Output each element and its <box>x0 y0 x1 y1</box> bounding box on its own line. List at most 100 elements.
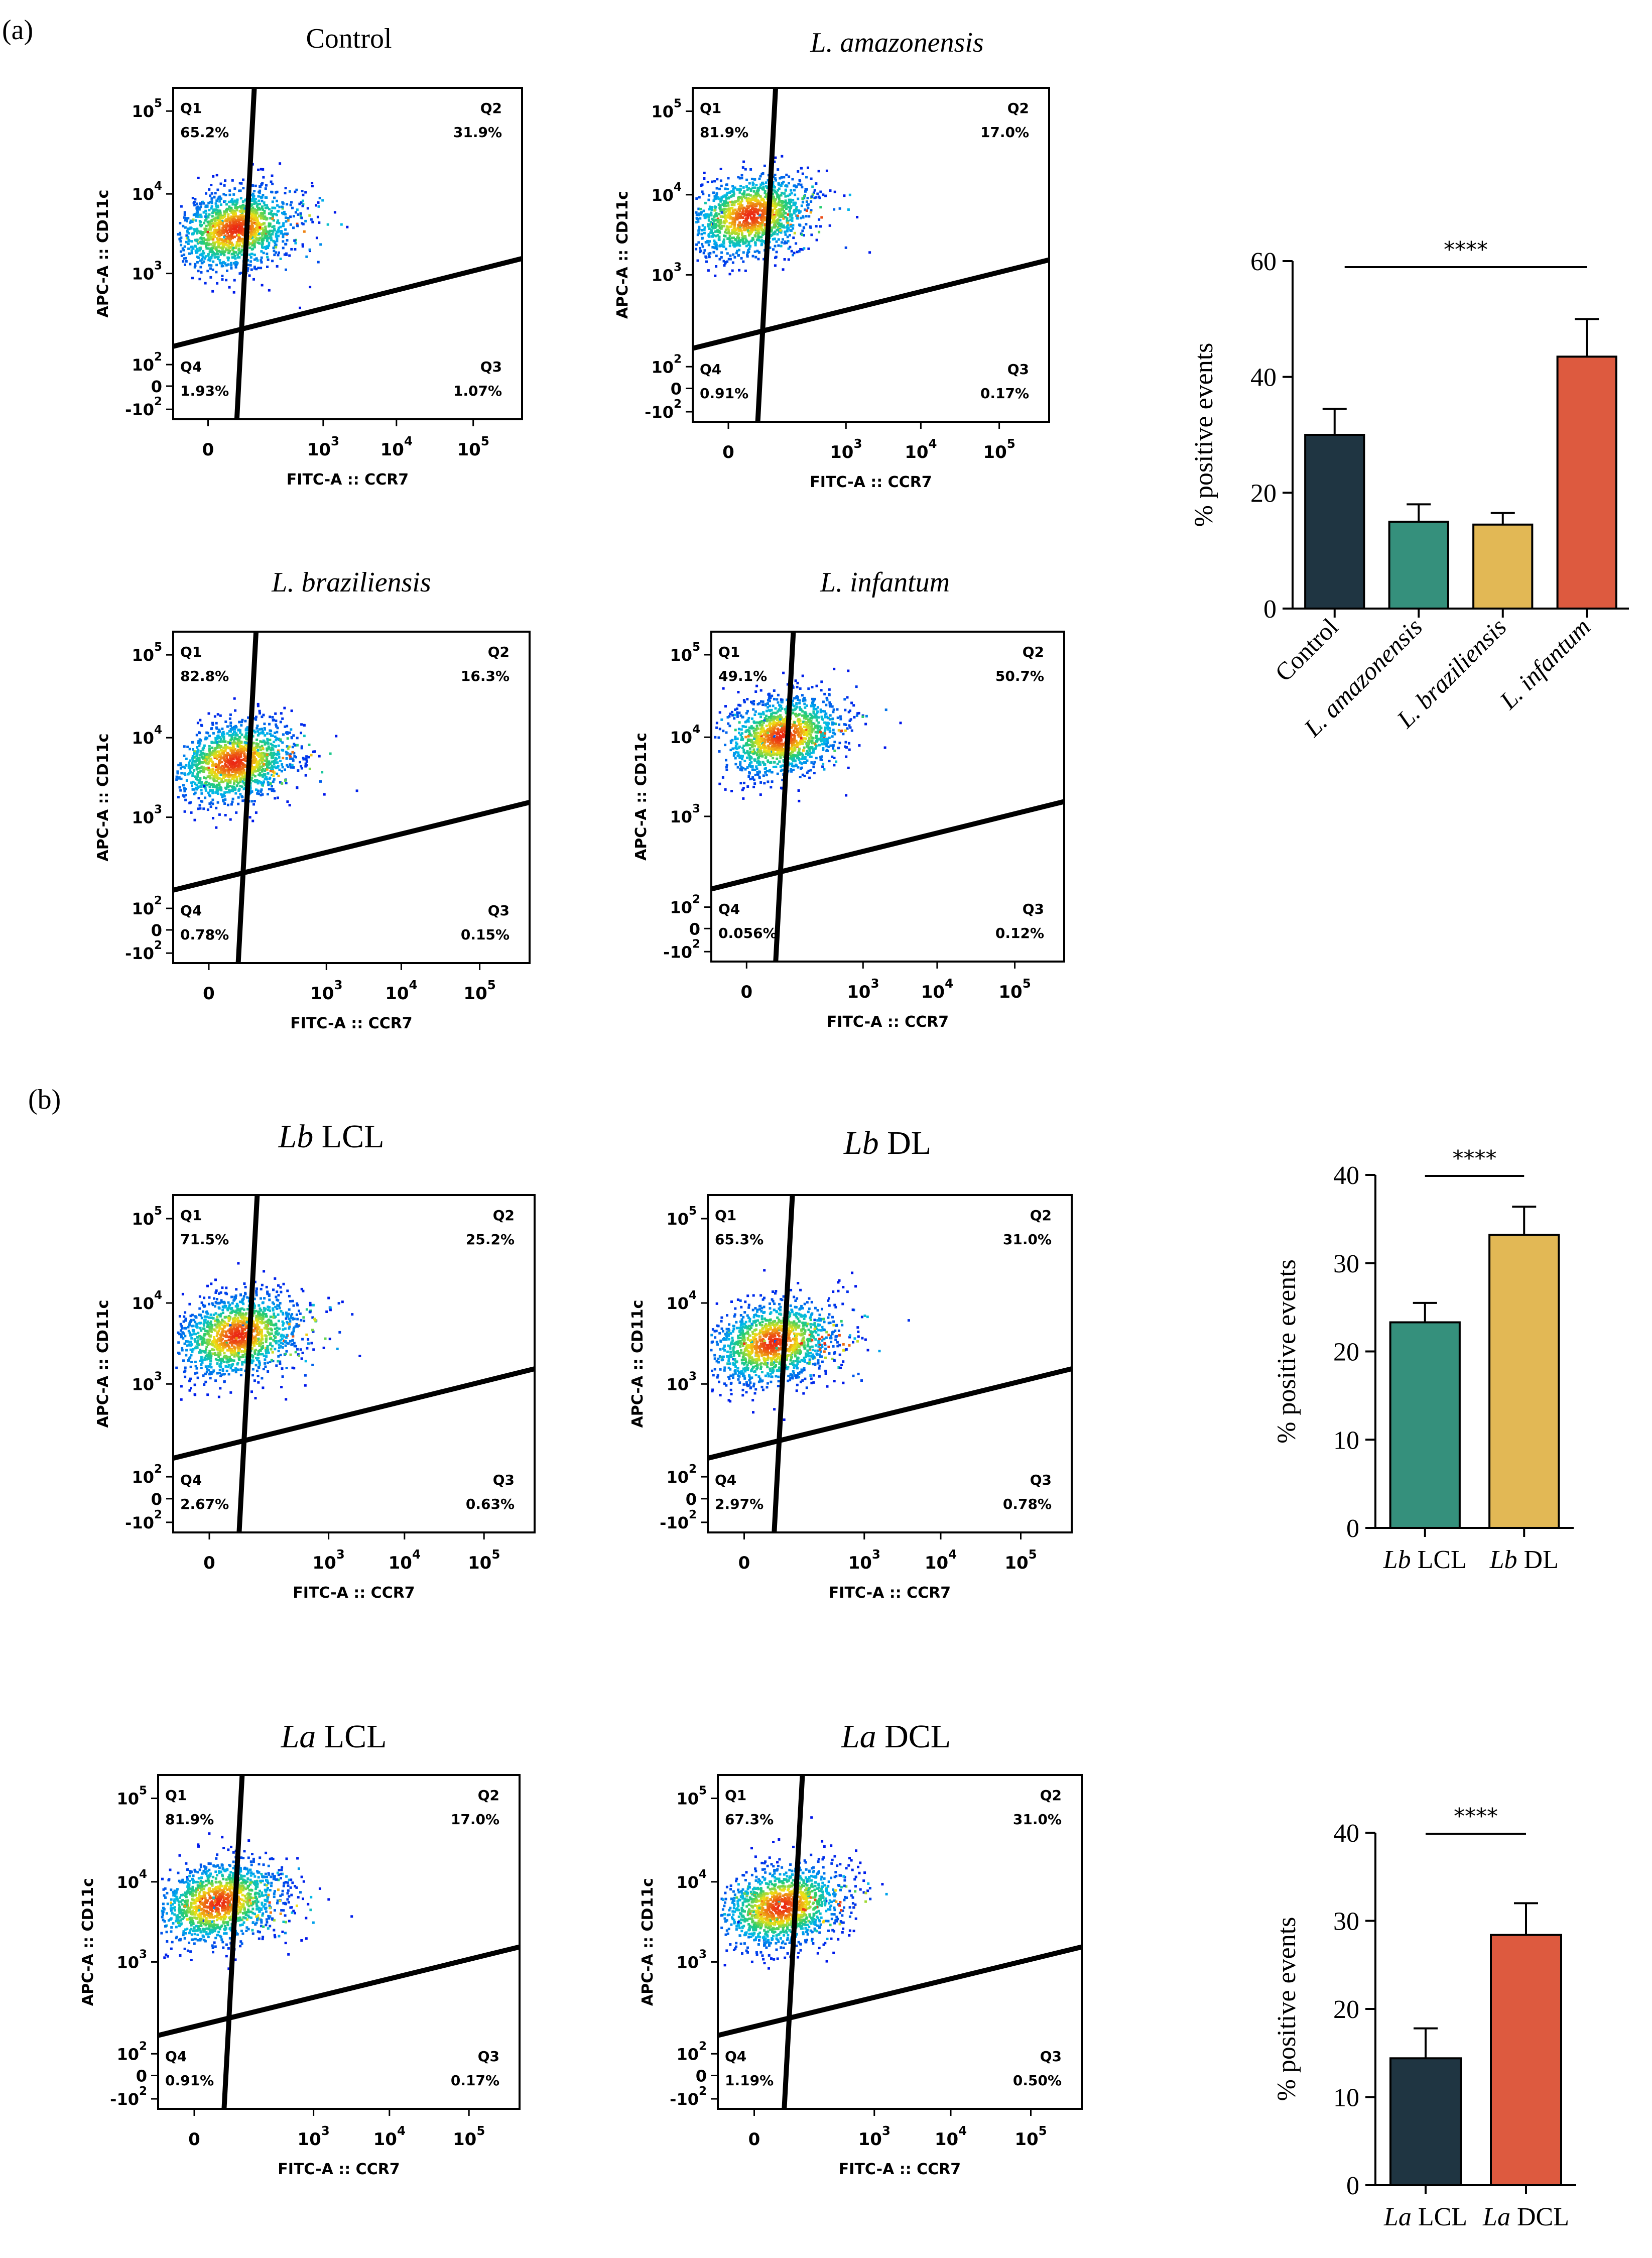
event-dot <box>304 765 307 768</box>
event-dot <box>781 208 784 211</box>
event-dot <box>277 744 280 747</box>
event-dot <box>223 246 225 249</box>
event-dot <box>734 729 737 732</box>
event-dot <box>266 253 269 255</box>
event-dot <box>285 216 287 219</box>
event-dot <box>264 246 267 249</box>
event-dot <box>793 730 796 733</box>
event-dot <box>175 775 178 778</box>
event-dot <box>270 211 272 214</box>
event-dot <box>737 213 740 216</box>
event-dot <box>264 760 267 762</box>
event-dot <box>261 234 264 237</box>
event-dot <box>710 214 713 217</box>
y-tick-label: 105 <box>670 641 700 665</box>
event-dot <box>262 768 265 771</box>
event-dot <box>282 224 285 227</box>
event-dot <box>252 729 256 732</box>
event-dot <box>779 204 782 207</box>
event-dot <box>300 201 303 204</box>
event-dot <box>757 239 760 242</box>
event-dot <box>309 286 312 289</box>
event-dot <box>231 800 234 803</box>
x-tick-label: 103 <box>830 436 862 462</box>
event-dot <box>721 195 724 198</box>
event-dot <box>749 188 752 191</box>
event-dot <box>291 764 294 767</box>
event-dot <box>207 228 210 231</box>
event-dot <box>746 208 748 211</box>
event-dot <box>811 185 814 188</box>
event-dot <box>748 764 751 767</box>
event-dot <box>274 797 277 800</box>
y-tick-label: 0 <box>151 921 162 940</box>
event-dot <box>221 772 224 775</box>
event-dot <box>209 757 212 760</box>
event-dot <box>276 753 279 756</box>
event-dot <box>227 760 230 763</box>
event-dot <box>210 226 213 229</box>
event-dot <box>228 217 231 220</box>
event-dot <box>261 196 264 199</box>
event-dot <box>709 231 712 234</box>
event-dot <box>270 209 273 212</box>
event-dot <box>218 729 221 732</box>
event-dot <box>228 785 231 787</box>
event-dot <box>712 199 715 202</box>
event-dot <box>707 224 710 227</box>
event-dot <box>291 746 294 749</box>
event-dot <box>261 239 264 242</box>
event-dot <box>744 224 747 227</box>
event-dot <box>723 194 726 197</box>
event-dot <box>721 215 724 218</box>
event-dot <box>730 203 733 206</box>
event-dot <box>828 736 831 739</box>
event-dot <box>788 182 790 185</box>
event-dot <box>864 723 867 726</box>
event-dot <box>853 716 856 719</box>
event-dot <box>796 214 799 217</box>
event-dot <box>771 226 774 229</box>
event-dot <box>796 757 799 760</box>
event-dot <box>188 252 191 255</box>
event-dot <box>718 782 721 785</box>
event-dot <box>256 205 259 208</box>
event-dot <box>719 200 722 203</box>
event-dot <box>205 731 208 734</box>
event-dot <box>714 223 717 225</box>
event-dot <box>764 190 767 193</box>
event-dot <box>231 742 234 745</box>
event-dot <box>220 233 223 236</box>
event-dot <box>271 760 274 763</box>
event-dot <box>214 246 217 249</box>
event-dot <box>198 744 201 747</box>
event-dot <box>249 212 252 215</box>
event-dot <box>765 774 768 777</box>
event-dot <box>791 745 794 748</box>
event-dot <box>783 226 786 229</box>
event-dot <box>249 235 252 238</box>
event-dot <box>277 219 280 222</box>
event-dot <box>185 764 188 767</box>
event-dot <box>757 763 760 766</box>
quadrant-percent-q4: 1.93% <box>180 383 229 399</box>
event-dot <box>203 257 206 260</box>
event-dot <box>225 247 228 250</box>
event-dot <box>195 229 198 232</box>
event-dot <box>773 232 776 235</box>
event-dot <box>755 239 758 241</box>
y-tick-label: 103 <box>670 802 700 826</box>
event-dot <box>800 204 803 207</box>
event-dot <box>770 761 773 764</box>
event-dot <box>232 227 235 230</box>
event-dot <box>778 194 781 197</box>
event-dot <box>271 225 274 228</box>
event-dot <box>746 254 749 257</box>
event-dot <box>177 796 180 799</box>
event-dot <box>255 766 258 769</box>
event-dot <box>213 235 216 238</box>
event-dot <box>216 221 218 224</box>
event-dot <box>192 232 195 235</box>
event-dot <box>240 740 242 743</box>
event-dot <box>740 207 743 210</box>
